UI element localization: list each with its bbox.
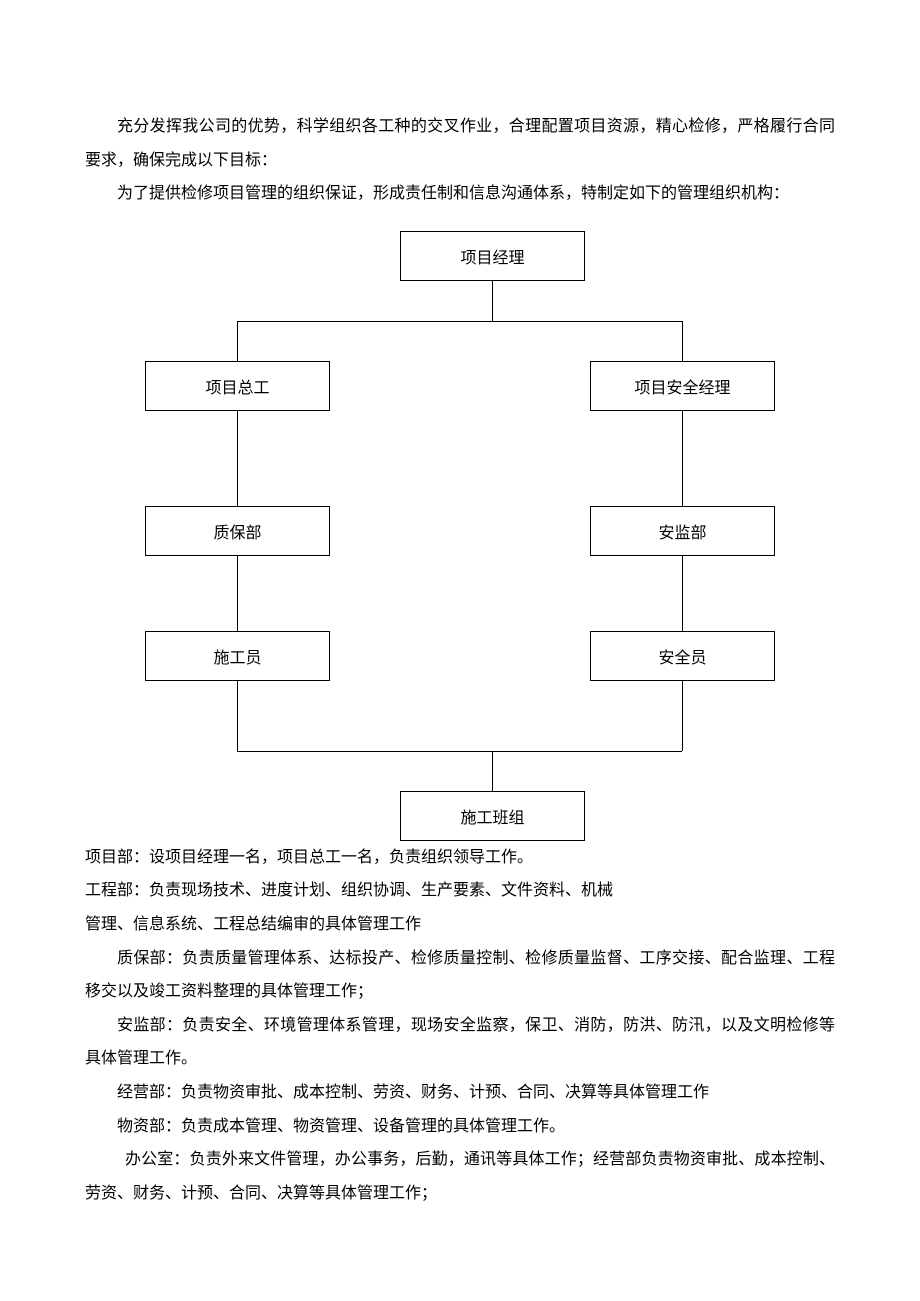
document-page: 充分发挥我公司的优势，科学组织各工种的交叉作业，合理配置项目资源，精心检修，严格… [0, 0, 920, 1270]
intro-paragraph-2: 为了提供检修项目管理的组织保证，形成责任制和信息沟通体系，特制定如下的管理组织机… [85, 177, 835, 211]
dept-engineering-2: 管理、信息系统、工程总结编审的具体管理工作 [85, 908, 835, 942]
dept-project: 项目部：设项目经理一名，项目总工一名，负责组织领导工作。 [85, 841, 835, 875]
dept-qa: 质保部：负责质量管理体系、达标投产、检修质量控制、检修质量监督、工序交接、配合监… [85, 942, 835, 1009]
intro-paragraph-1: 充分发挥我公司的优势，科学组织各工种的交叉作业，合理配置项目资源，精心检修，严格… [85, 110, 835, 177]
org-chart-connector [682, 411, 683, 506]
org-chart-connector [237, 681, 238, 751]
org-chart-node-n_qa: 质保部 [145, 506, 330, 556]
org-chart-connector [682, 321, 683, 361]
org-chart-connector [237, 411, 238, 506]
org-chart-node-n_safe: 安监部 [590, 506, 775, 556]
org-chart-node-n_safem: 项目安全经理 [590, 361, 775, 411]
org-chart-connector [492, 281, 493, 321]
org-chart-node-n_pm: 项目经理 [400, 231, 585, 281]
org-chart-connector [237, 321, 682, 322]
org-chart-connector [237, 321, 238, 361]
org-chart-node-n_chief: 项目总工 [145, 361, 330, 411]
org-chart: 项目经理项目总工 项目安全经理质保部 安监部施工员 安全员施工班组 [85, 231, 835, 841]
org-chart-connector [492, 751, 493, 791]
dept-office: 办公室：负责外来文件管理，办公事务，后勤，通讯等具体工作；经营部负责物资审批、成… [85, 1143, 835, 1210]
dept-engineering-1: 工程部：负责现场技术、进度计划、组织协调、生产要素、文件资料、机械 [85, 874, 835, 908]
dept-safety-supervision: 安监部：负责安全、环境管理体系管理，现场安全监察，保卫、消防，防洪、防汛，以及文… [85, 1009, 835, 1076]
org-chart-connector [237, 556, 238, 631]
org-chart-connector [237, 751, 682, 752]
org-chart-connector [682, 681, 683, 751]
dept-business: 经营部：负责物资审批、成本控制、劳资、财务、计预、合同、决算等具体管理工作 [85, 1076, 835, 1110]
org-chart-node-n_constr: 施工员 [145, 631, 330, 681]
org-chart-connector [682, 556, 683, 631]
org-chart-node-n_team: 施工班组 [400, 791, 585, 841]
dept-materials: 物资部：负责成本管理、物资管理、设备管理的具体管理工作。 [85, 1110, 835, 1144]
org-chart-node-n_safer: 安全员 [590, 631, 775, 681]
